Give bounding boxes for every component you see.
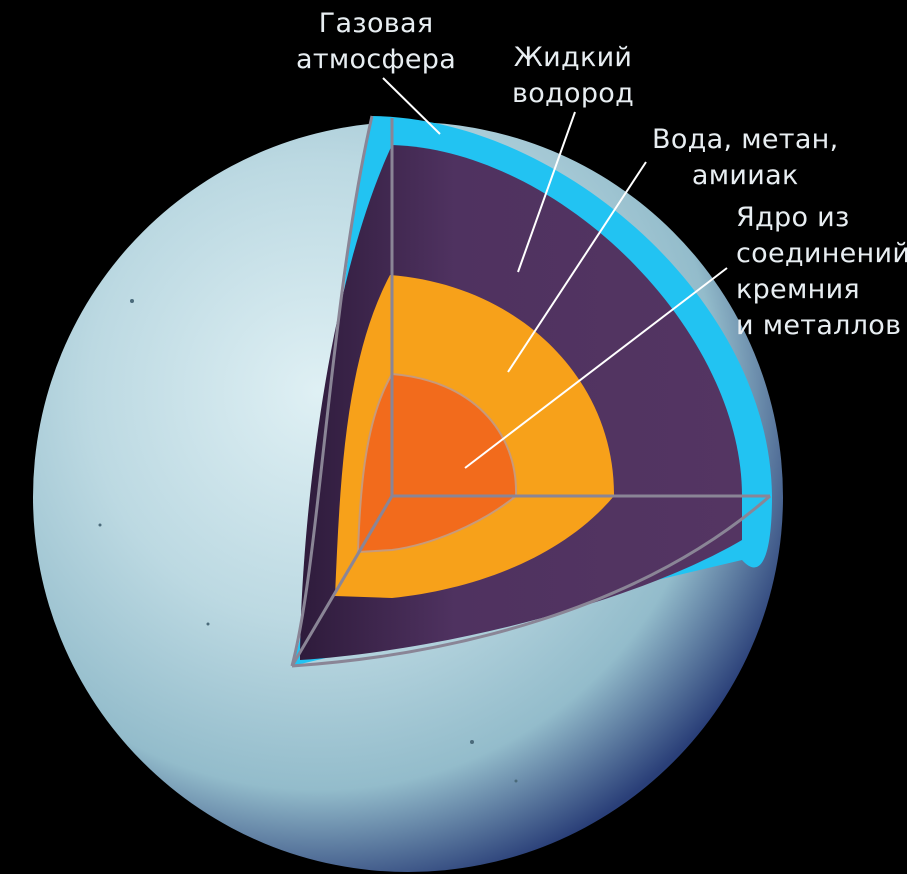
- label-line: водород: [512, 78, 635, 109]
- label-line: Вода, метан,: [652, 124, 839, 155]
- leader-hydrogen: [517, 111, 576, 273]
- leader-water: [507, 161, 647, 373]
- label-line: и металлов: [736, 310, 902, 341]
- label-water-methane-ammonia: Вода, метан, амииак: [652, 122, 839, 194]
- leader-core: [464, 267, 728, 469]
- label-core: Ядро из соединений кремния и металлов: [736, 200, 907, 344]
- label-line: атмосфера: [296, 44, 457, 75]
- label-line: соединений: [736, 238, 907, 269]
- label-line: Газовая: [318, 8, 434, 39]
- label-line: кремния: [736, 274, 860, 305]
- label-line: Ядро из: [736, 202, 850, 233]
- leader-lines: [382, 77, 728, 469]
- core-layer: [356, 372, 518, 554]
- cutaway-edges: [290, 115, 771, 668]
- label-gas-atmosphere: Газовая атмосфера: [296, 6, 456, 78]
- label-line: Жидкий: [513, 42, 633, 73]
- label-line: амииак: [691, 160, 799, 191]
- label-liquid-hydrogen: Жидкий водород: [512, 40, 634, 112]
- surface-specks: [98, 299, 518, 783]
- leader-atmosphere: [382, 77, 441, 135]
